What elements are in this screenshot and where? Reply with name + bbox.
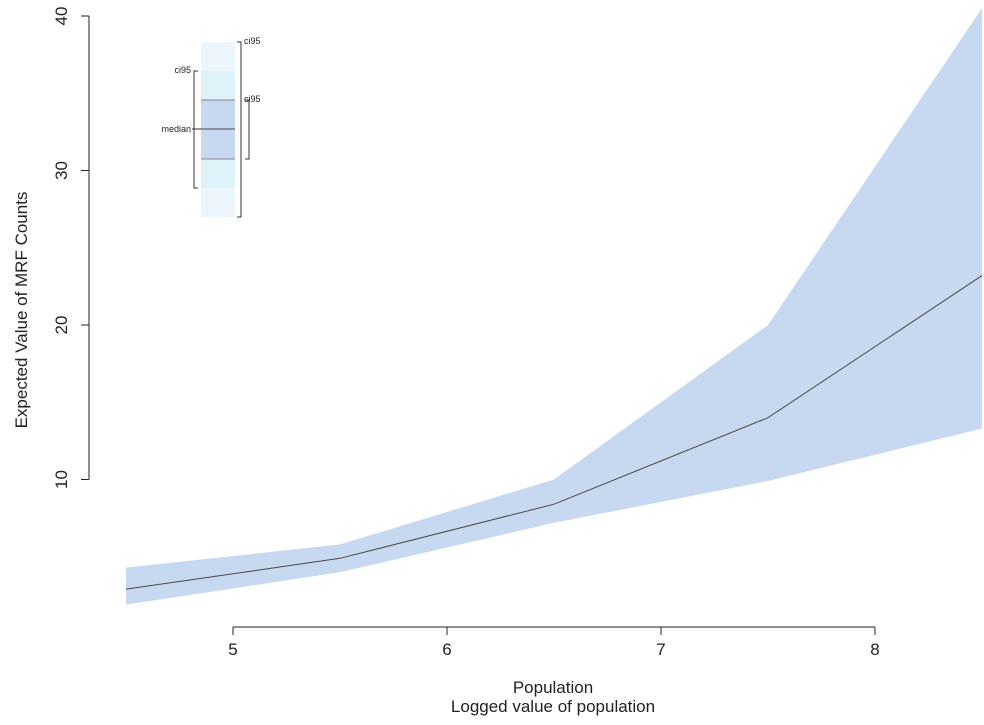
legend-label-median: median [161,124,191,134]
legend-bracket-inner-right [245,99,250,160]
y-tick-label: 40 [52,7,71,26]
plot-area [125,8,983,605]
legend-band-mid-top [201,71,235,100]
y-tick-label: 20 [52,316,71,335]
axes: 10 20 30 40 5 6 7 8 [52,7,880,659]
legend: ci95 median ci95 ci95 [161,36,261,218]
legend-band-outer-top [201,42,235,71]
legend-label-inner-right: ci95 [244,94,261,104]
median-line [125,275,983,590]
legend-band-mid-bottom [201,159,235,188]
legend-label-outer-left: ci95 [174,65,191,75]
y-axis-title: Expected Value of MRF Counts [12,192,31,429]
x-tick-label: 5 [228,640,237,659]
x-tick-label: 6 [442,640,451,659]
y-tick-label: 10 [52,470,71,489]
legend-bracket-outer-right [237,41,242,218]
legend-band-outer-bottom [201,188,235,217]
legend-label-outer-right: ci95 [244,36,261,46]
y-tick-label: 30 [52,161,71,180]
x-axis-subtitle: Logged value of population [451,697,655,716]
ci-band [126,8,982,605]
x-tick-label: 7 [656,640,665,659]
x-axis-title: Population [513,678,593,697]
x-tick-label: 8 [870,640,879,659]
